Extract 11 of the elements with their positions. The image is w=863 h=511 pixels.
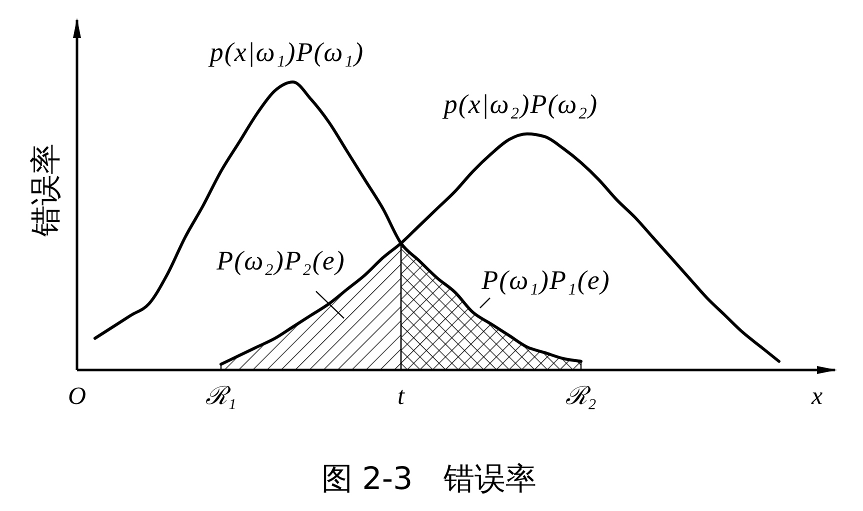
series-label: p(x|ω₁)P(ω₁) — [208, 37, 364, 67]
series-label: P(ω₁)P₁(e) — [480, 264, 610, 295]
x-tick-label: t — [398, 383, 406, 410]
x-tick-label: O — [68, 383, 86, 410]
x-tick-label: ℛ₁ — [206, 383, 236, 410]
series-label: p(x|ω₂)P(ω₂) — [442, 88, 598, 119]
series-label: P(ω₂)P₂(e) — [216, 245, 346, 276]
x-tick-label: ℛ₂ — [566, 383, 597, 410]
y-axis-title: 错误率 — [28, 144, 64, 238]
chart-title: 图 2-3 错误率 — [321, 461, 537, 497]
x-axis-title: x — [810, 383, 823, 410]
